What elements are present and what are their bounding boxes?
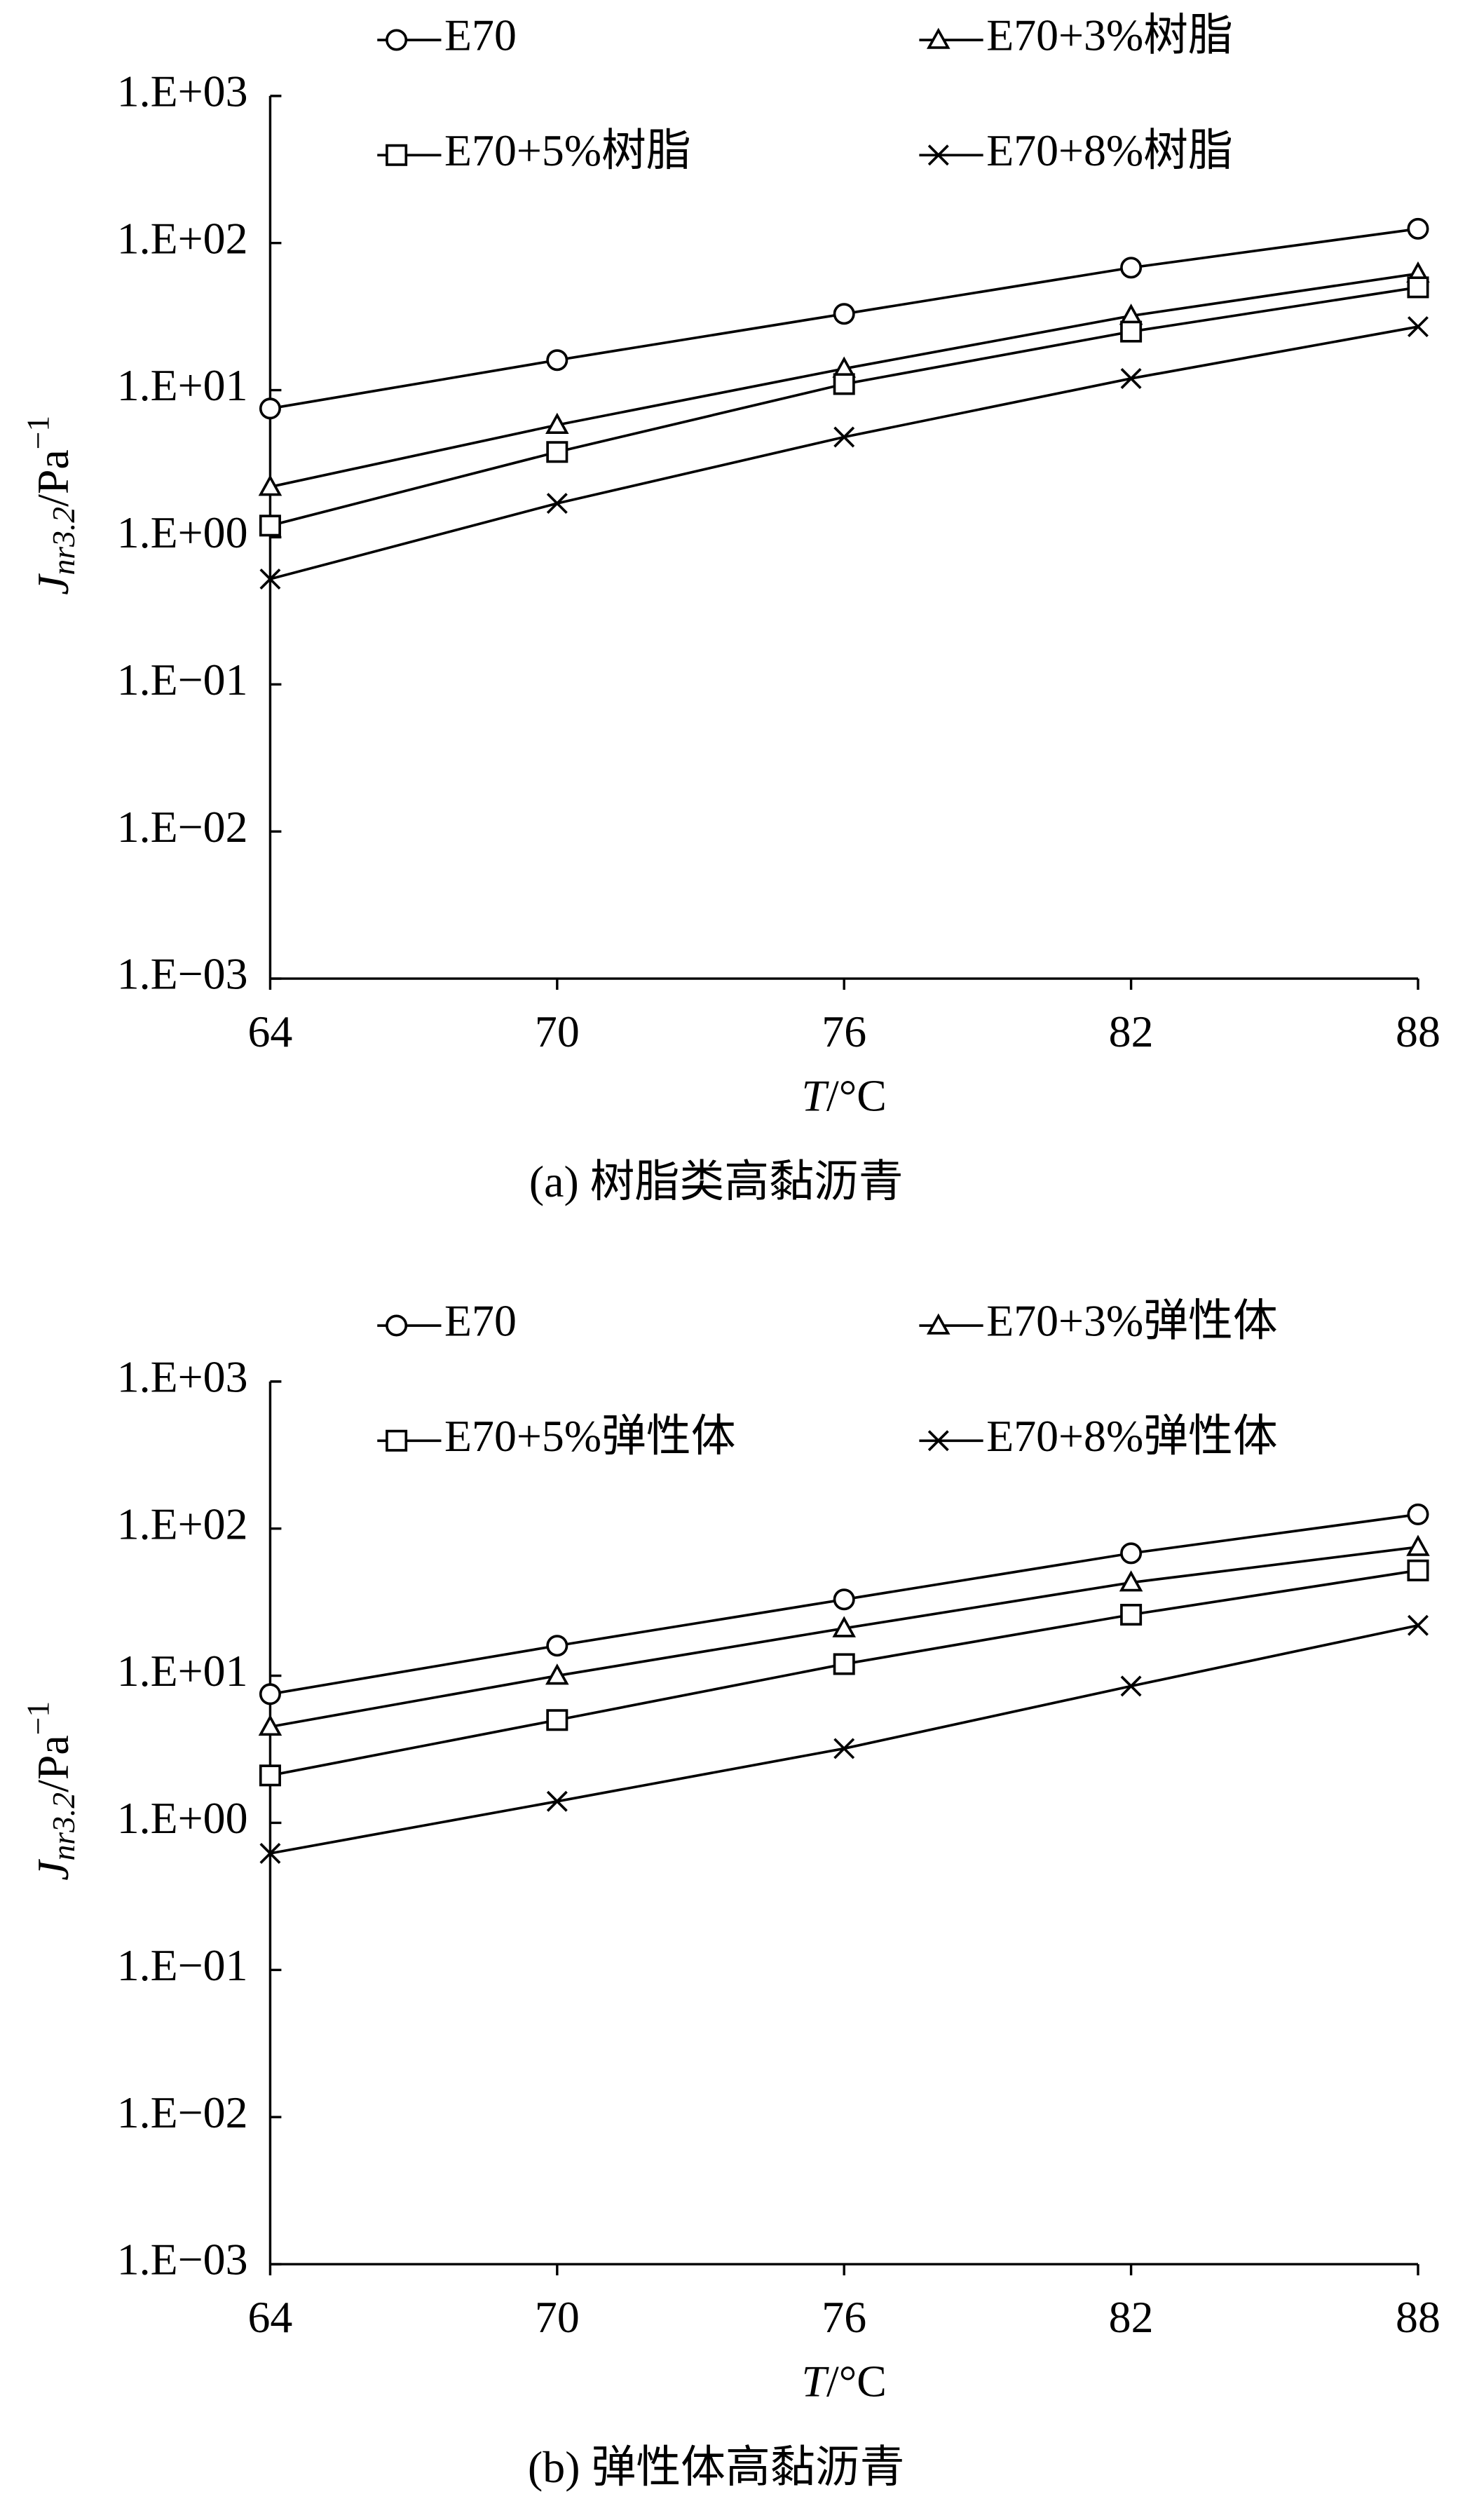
marker — [927, 1430, 949, 1452]
y-tick-label: 1.E+03 — [117, 1352, 248, 1402]
y-axis-label-part: nr3.2 — [46, 1792, 81, 1861]
marker — [259, 397, 281, 420]
marker — [833, 373, 855, 395]
y-tick-label: 1.E−01 — [117, 655, 248, 704]
marker — [1120, 320, 1143, 343]
marker — [259, 1843, 281, 1864]
y-tick-label: 1.E−02 — [117, 2087, 248, 2137]
marker — [833, 426, 855, 448]
marker — [386, 144, 408, 166]
marker — [1408, 1614, 1429, 1636]
marker — [1406, 1534, 1430, 1556]
marker — [545, 412, 569, 435]
marker — [258, 1714, 282, 1736]
marker — [832, 1616, 856, 1637]
y-tick-label: 1.E+00 — [117, 508, 248, 557]
y-tick-label: 1.E−03 — [117, 2235, 248, 2284]
legend-label: E70+8%树脂 — [986, 125, 1233, 175]
x-tick-label: 88 — [1396, 1007, 1440, 1056]
y-tick-label: 1.E+02 — [117, 213, 248, 263]
marker — [259, 515, 281, 537]
x-tick-label: 70 — [535, 2292, 580, 2342]
marker — [1120, 1675, 1142, 1697]
x-axis-label-part: T — [802, 1070, 830, 1120]
marker — [258, 475, 282, 496]
y-tick-label: 1.E+01 — [117, 360, 248, 410]
y-tick-label: 1.E−03 — [117, 949, 248, 999]
marker — [1120, 367, 1142, 389]
marker — [1120, 1542, 1143, 1565]
y-tick-label: 1.E+01 — [117, 1646, 248, 1696]
marker — [386, 1314, 408, 1337]
marker — [833, 1738, 855, 1759]
y-axis-label: Jnr3.2/Pa−1 — [20, 416, 81, 595]
marker — [1407, 1559, 1429, 1581]
legend-label: E70+3%树脂 — [986, 11, 1233, 60]
marker — [546, 493, 568, 515]
x-axis-label: T/°C — [802, 1070, 887, 1120]
marker — [833, 1588, 855, 1611]
y-axis-label-part: J — [28, 1859, 78, 1881]
y-axis-label-part: J — [28, 573, 78, 595]
legend-label: E70 — [444, 1296, 517, 1346]
x-axis-label-part: /°C — [826, 2356, 887, 2406]
marker — [1407, 217, 1429, 240]
x-tick-label: 70 — [535, 1007, 580, 1056]
marker — [546, 1635, 568, 1657]
y-axis-label-part: nr3.2 — [46, 507, 81, 575]
marker — [1407, 276, 1429, 299]
legend-label: E70+5%树脂 — [444, 125, 691, 175]
x-tick-label: 82 — [1109, 1007, 1154, 1056]
y-tick-label: 1.E+00 — [117, 1793, 248, 1843]
marker — [545, 1663, 569, 1685]
marker — [259, 1683, 281, 1705]
y-axis-label-part: /Pa — [28, 1735, 78, 1792]
marker — [386, 29, 408, 51]
marker — [259, 568, 281, 590]
x-tick-label: 88 — [1396, 2292, 1440, 2342]
y-axis-label: Jnr3.2/Pa−1 — [20, 1701, 81, 1881]
marker — [1120, 257, 1143, 279]
x-tick-label: 64 — [248, 2292, 293, 2342]
marker — [386, 1429, 408, 1452]
x-tick-label: 64 — [248, 1007, 293, 1056]
x-axis-label: T/°C — [802, 2356, 887, 2406]
legend-label: E70+5%弹性体 — [444, 1411, 736, 1461]
marker — [546, 441, 568, 463]
x-tick-label: 82 — [1109, 2292, 1154, 2342]
y-axis-label-part: −1 — [20, 1701, 56, 1736]
marker — [1408, 316, 1429, 338]
marker — [546, 349, 568, 372]
marker — [833, 1653, 855, 1675]
caption: (a) 树脂类高黏沥青 — [529, 1157, 904, 1206]
x-tick-label: 76 — [822, 2292, 866, 2342]
marker — [927, 144, 949, 166]
x-axis-label-part: T — [802, 2356, 830, 2406]
y-tick-label: 1.E+02 — [117, 1499, 248, 1548]
marker — [833, 303, 855, 325]
y-tick-label: 1.E−01 — [117, 1940, 248, 1990]
y-axis-label-part: −1 — [20, 416, 56, 450]
legend-label: E70 — [444, 11, 517, 60]
legend-label: E70+8%弹性体 — [986, 1411, 1278, 1461]
caption: (b) 弹性体高黏沥青 — [528, 2442, 904, 2492]
marker — [926, 27, 951, 49]
marker — [1407, 1503, 1429, 1525]
legend-label: E70+3%弹性体 — [986, 1296, 1278, 1346]
marker — [1119, 1570, 1143, 1592]
marker — [926, 1313, 951, 1335]
marker — [546, 1790, 568, 1812]
marker — [546, 1709, 568, 1731]
y-tick-label: 1.E+03 — [117, 67, 248, 116]
y-axis-label-part: /Pa — [28, 449, 78, 507]
y-tick-label: 1.E−02 — [117, 802, 248, 852]
x-axis-label-part: /°C — [826, 1070, 887, 1120]
marker — [259, 1764, 281, 1787]
marker — [1120, 1603, 1143, 1626]
x-tick-label: 76 — [822, 1007, 866, 1056]
